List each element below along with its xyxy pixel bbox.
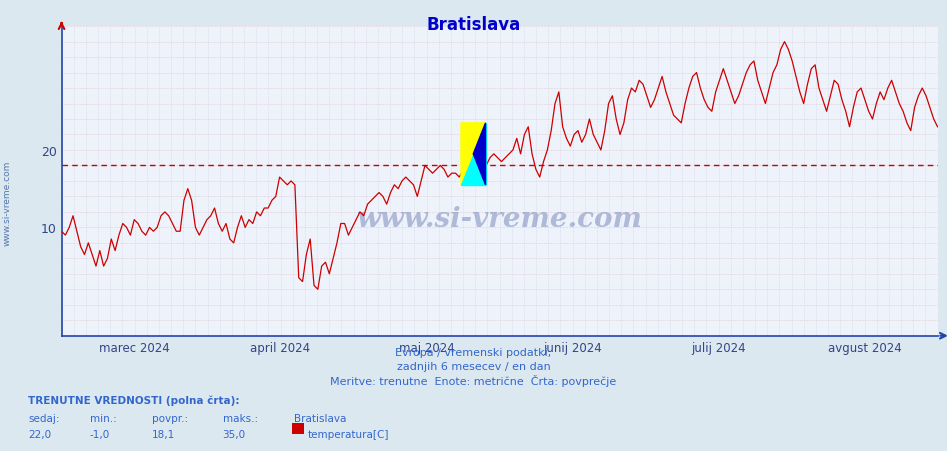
Text: zadnjih 6 mesecev / en dan: zadnjih 6 mesecev / en dan [397, 361, 550, 371]
Text: 22,0: 22,0 [28, 429, 51, 439]
Text: Evropa / vremenski podatki,: Evropa / vremenski podatki, [396, 347, 551, 357]
Text: povpr.:: povpr.: [152, 413, 188, 423]
Text: temperatura[C]: temperatura[C] [308, 429, 389, 439]
Text: sedaj:: sedaj: [28, 413, 60, 423]
Polygon shape [474, 124, 486, 185]
Text: Bratislava: Bratislava [294, 413, 346, 423]
Text: maks.:: maks.: [223, 413, 258, 423]
Polygon shape [461, 124, 486, 185]
Text: Meritve: trenutne  Enote: metrične  Črta: povprečje: Meritve: trenutne Enote: metrične Črta: … [331, 374, 616, 387]
Text: -1,0: -1,0 [90, 429, 110, 439]
Text: 35,0: 35,0 [223, 429, 245, 439]
Text: min.:: min.: [90, 413, 116, 423]
Text: Bratislava: Bratislava [426, 16, 521, 34]
Text: www.si-vreme.com: www.si-vreme.com [357, 205, 642, 232]
Text: TRENUTNE VREDNOSTI (polna črta):: TRENUTNE VREDNOSTI (polna črta): [28, 395, 240, 405]
Polygon shape [461, 124, 486, 185]
Text: 18,1: 18,1 [152, 429, 175, 439]
Text: www.si-vreme.com: www.si-vreme.com [3, 161, 12, 245]
